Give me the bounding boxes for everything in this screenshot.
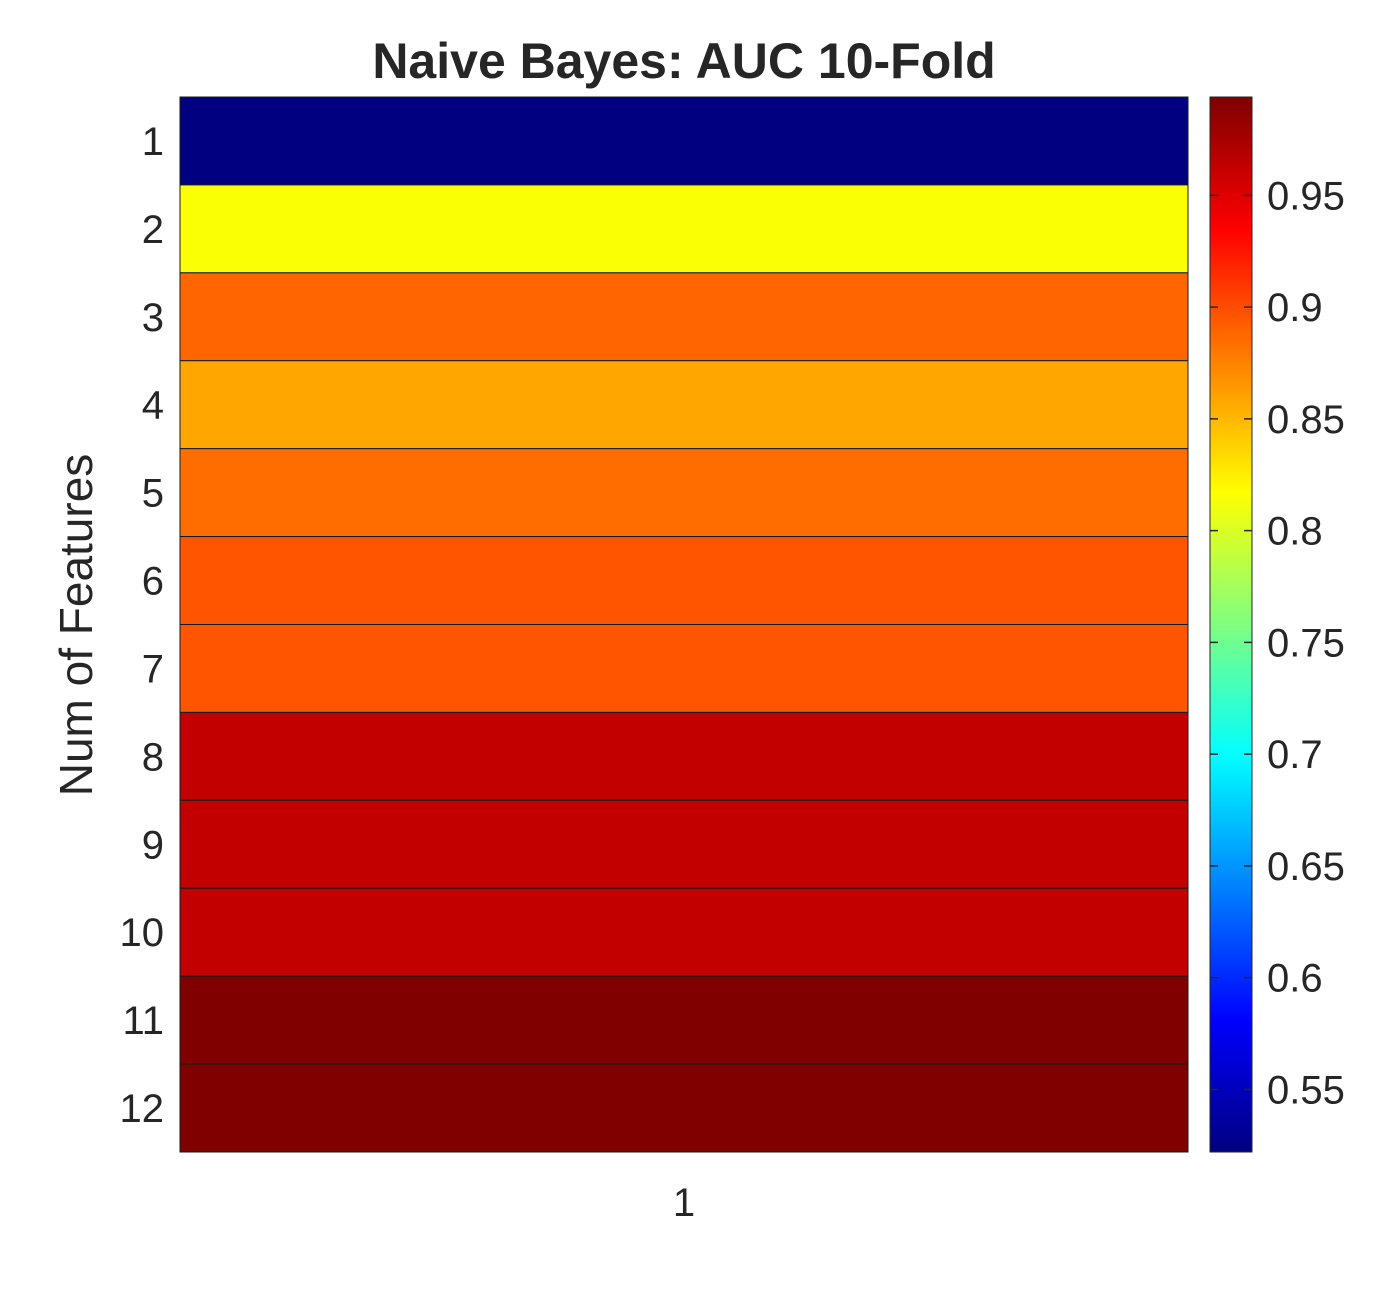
colorbar-gradient [1209, 96, 1253, 1153]
heatmap-cells [179, 96, 1189, 1153]
y-tick-label: 7 [142, 647, 164, 691]
colorbar-tick-label: 0.6 [1267, 957, 1323, 1001]
y-tick-label: 6 [142, 560, 164, 604]
x-tick-label: 1 [673, 1181, 695, 1225]
y-tick-label: 5 [142, 472, 164, 516]
colorbar-tick-label: 0.95 [1267, 174, 1345, 218]
y-tick-label: 9 [142, 823, 164, 867]
heatmap-cell-2 [179, 184, 1189, 274]
colorbar-tick-label: 0.9 [1267, 286, 1323, 330]
y-tick-label: 3 [142, 296, 164, 340]
heatmap-cell-1 [179, 96, 1189, 186]
colorbar-tick-label: 0.75 [1267, 621, 1345, 665]
heatmap-cell-6 [179, 536, 1189, 625]
heatmap-cell-10 [179, 887, 1189, 977]
colorbar-tick-label: 0.8 [1267, 510, 1323, 554]
y-tick-label: 12 [120, 1087, 165, 1131]
heatmap-cell-3 [179, 272, 1189, 362]
heatmap-cell-8 [179, 711, 1189, 801]
heatmap-cell-7 [179, 624, 1189, 713]
x-axis-ticks: 1 [673, 1181, 695, 1225]
heatmap-cell-12 [179, 1063, 1189, 1153]
colorbar: 0.55 0.6 0.65 0.7 0.75 0.8 0.85 0.9 0.95 [1209, 96, 1345, 1153]
y-tick-label: 11 [122, 999, 164, 1043]
y-tick-label: 1 [142, 120, 164, 164]
colorbar-tick-label: 0.55 [1267, 1068, 1345, 1112]
y-tick-label: 2 [142, 208, 164, 252]
colorbar-tick-label: 0.65 [1267, 845, 1345, 889]
chart-title: Naive Bayes: AUC 10-Fold [372, 33, 995, 89]
heatmap-cell-9 [179, 799, 1189, 889]
y-tick-label: 10 [120, 911, 165, 955]
y-tick-label: 8 [142, 735, 164, 779]
y-axis-label: Num of Features [50, 454, 102, 797]
colorbar-tick-label: 0.85 [1267, 398, 1345, 442]
colorbar-tick-label: 0.7 [1267, 733, 1323, 777]
heatmap-cell-4 [179, 360, 1189, 450]
heatmap-cell-11 [179, 975, 1189, 1065]
heatmap-cell-5 [179, 448, 1189, 538]
y-tick-label: 4 [142, 384, 164, 428]
